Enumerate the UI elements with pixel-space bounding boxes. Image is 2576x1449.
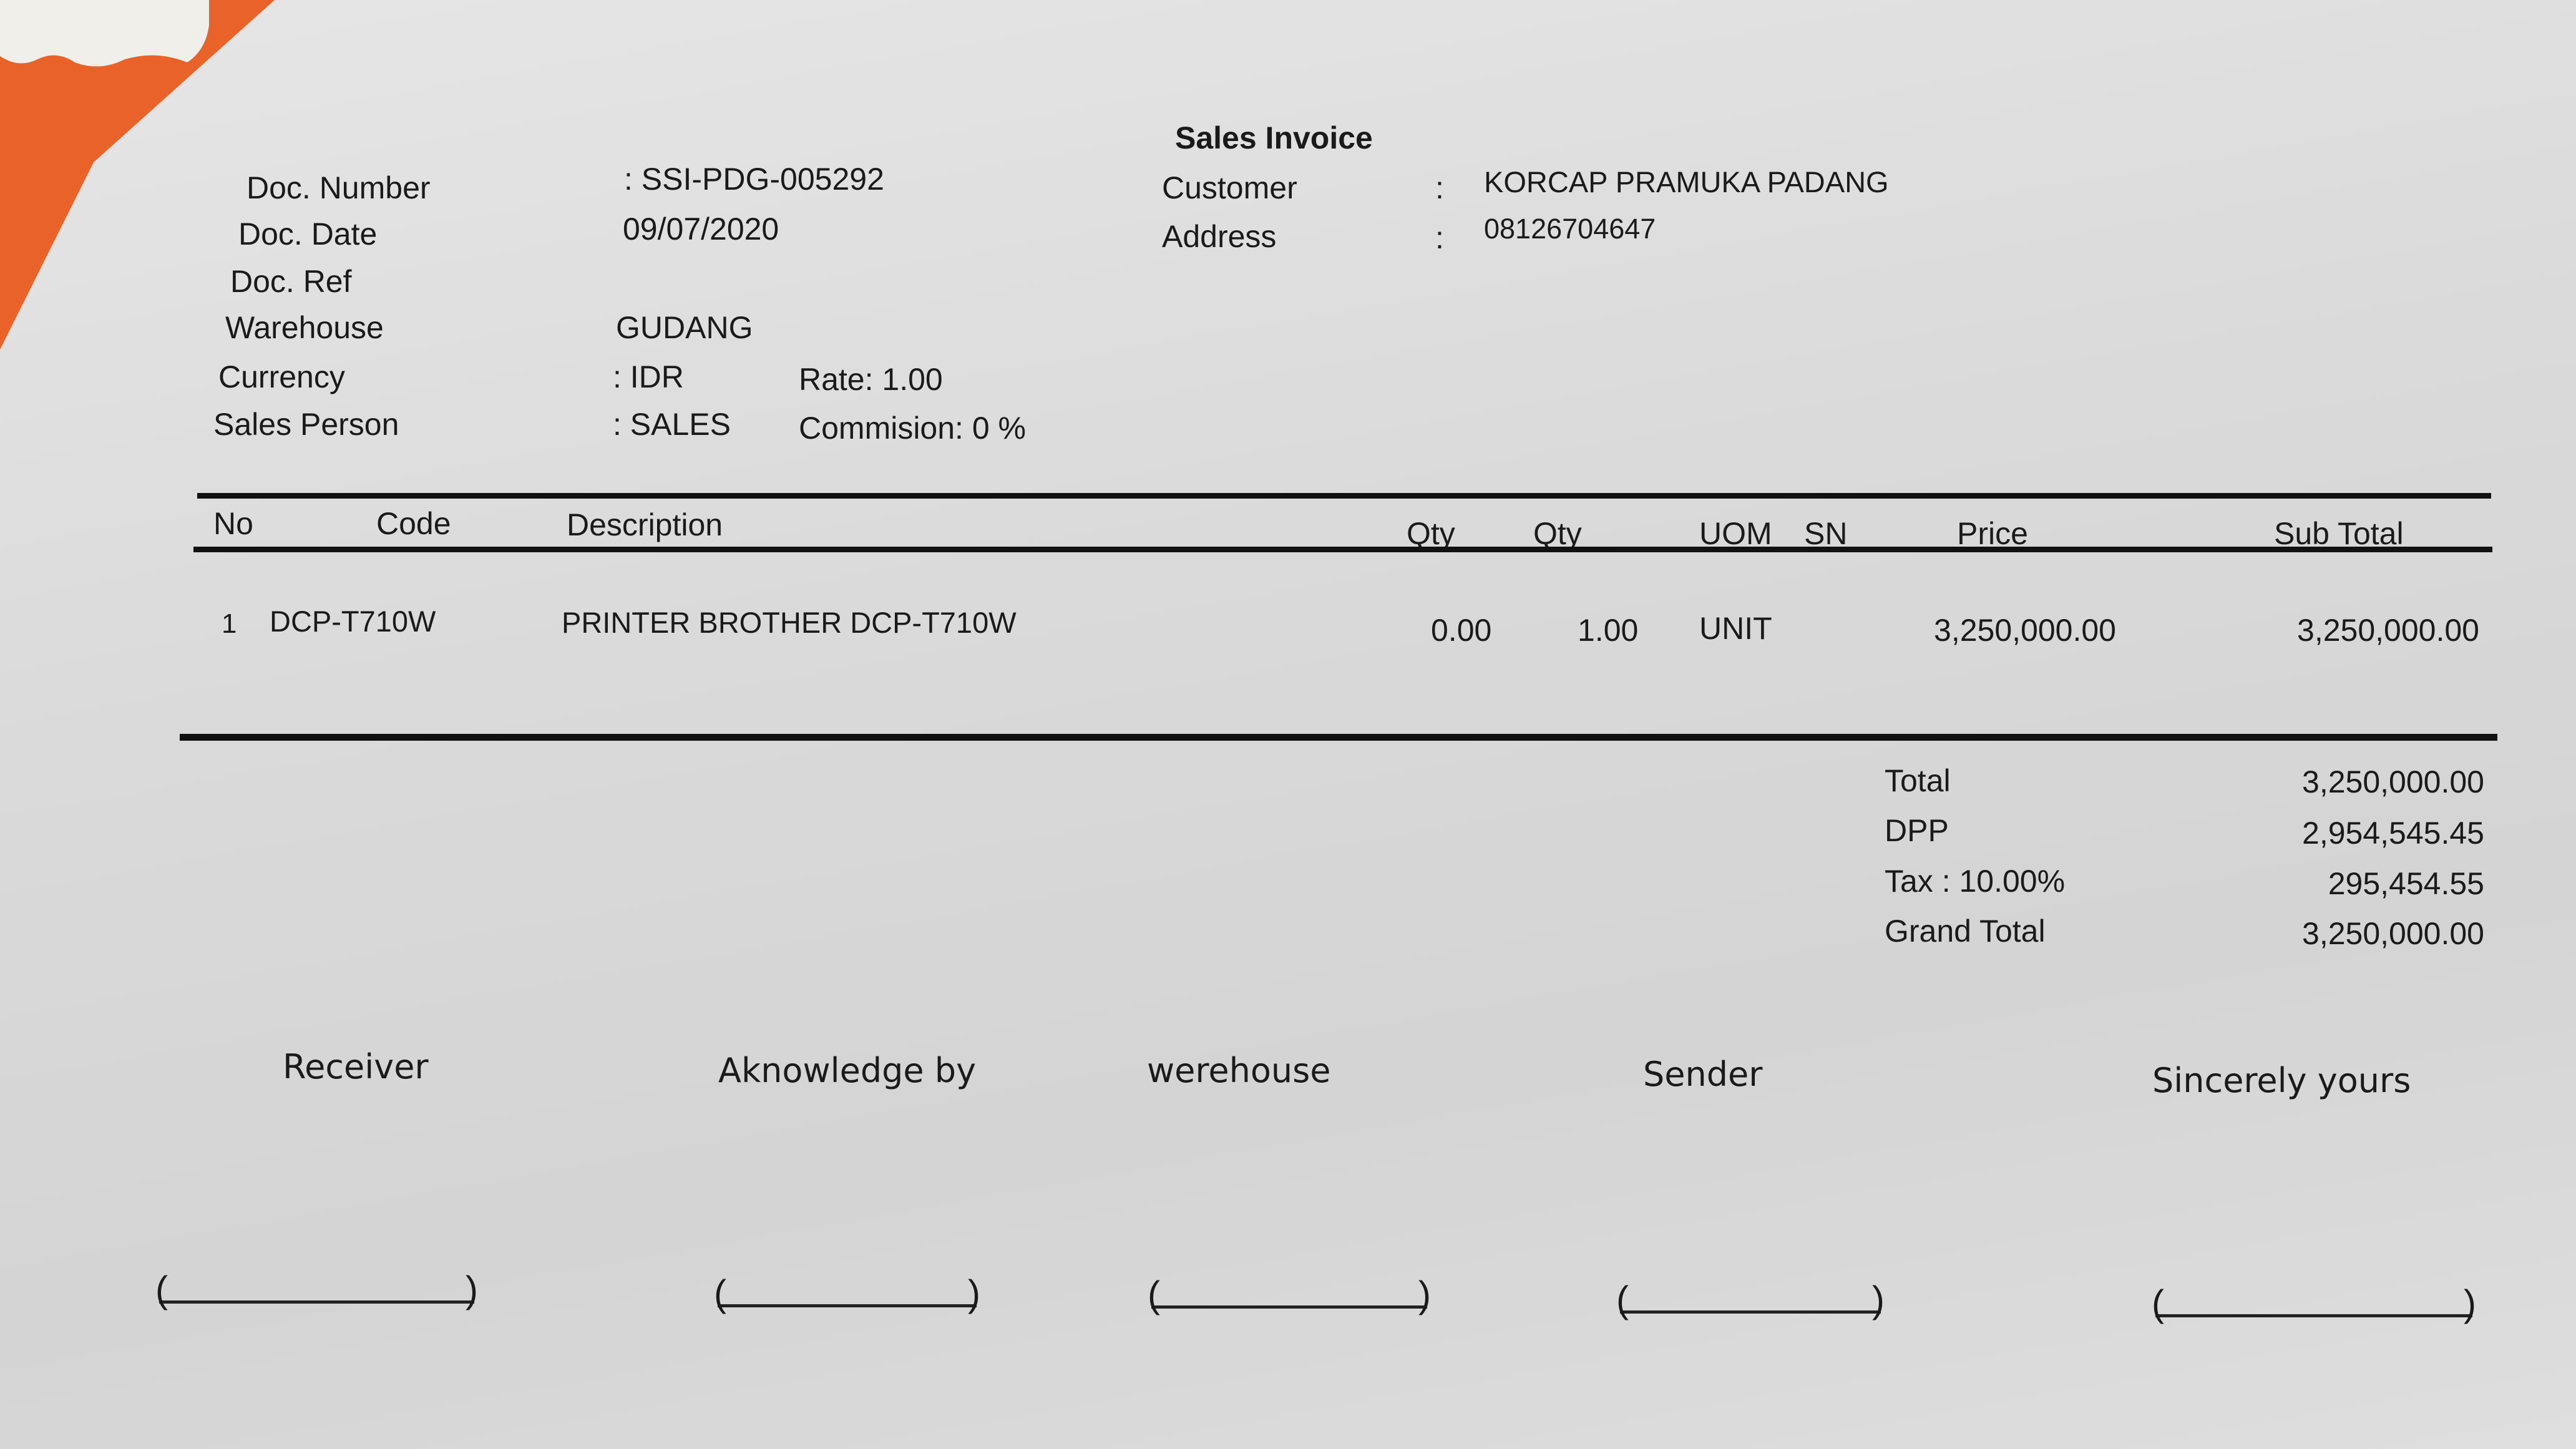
column-header-no: No xyxy=(213,506,253,541)
signature-line-sincerely xyxy=(2152,1282,2476,1325)
signature-line-warehouse xyxy=(1148,1273,1431,1316)
orange-folder-corner xyxy=(0,0,275,349)
row-subtotal: 3,250,000.00 xyxy=(2297,613,2479,648)
doc-date-value: 09/07/2020 xyxy=(623,212,779,246)
signature-line-sender xyxy=(1616,1278,1885,1321)
row-qty-2: 1.00 xyxy=(1578,613,1639,648)
signature-line-acknowledge xyxy=(714,1272,980,1315)
column-header-uom: UOM xyxy=(1699,516,1772,551)
sales-person-label: Sales Person xyxy=(213,407,399,442)
row-description: PRINTER BROTHER DCP-T710W xyxy=(562,606,1017,639)
table-header-rule xyxy=(193,547,2492,552)
address-label: Address xyxy=(1162,219,1277,254)
grand-total-value: 3,250,000.00 xyxy=(2302,916,2484,951)
row-qty: 0.00 xyxy=(1431,613,1492,648)
currency-value: : IDR xyxy=(613,359,684,394)
tax-value: 295,454.55 xyxy=(2328,866,2484,901)
total-label: Total xyxy=(1885,763,1951,798)
row-price: 3,250,000.00 xyxy=(1934,613,2116,648)
warehouse-value: GUDANG xyxy=(616,310,753,345)
row-code: DCP-T710W xyxy=(270,605,436,638)
doc-number-label: Doc. Number xyxy=(246,170,431,205)
table-top-rule xyxy=(197,493,2491,499)
row-no: 1 xyxy=(222,608,237,639)
signature-line-receiver xyxy=(155,1268,478,1311)
customer-label: Customer xyxy=(1162,170,1297,205)
doc-number-value: : SSI-PDG-005292 xyxy=(624,162,884,197)
currency-label: Currency xyxy=(218,359,345,394)
tax-label: Tax : 10.00% xyxy=(1885,864,2066,899)
address-value: 08126704647 xyxy=(1484,213,1656,245)
signature-label-acknowledge: Aknowledge by xyxy=(718,1051,977,1090)
total-value: 3,250,000.00 xyxy=(2302,764,2484,799)
dpp-value: 2,954,545.45 xyxy=(2302,816,2484,851)
rate-value: Rate: 1.00 xyxy=(799,362,943,397)
column-header-subtotal: Sub Total xyxy=(2274,516,2404,551)
column-header-qty: Qty xyxy=(1407,516,1455,551)
signature-label-sincerely: Sincerely yours xyxy=(2152,1061,2411,1100)
doc-date-label: Doc. Date xyxy=(238,217,378,251)
column-header-description: Description xyxy=(567,507,723,542)
table-bottom-rule xyxy=(180,734,2497,741)
column-header-code: Code xyxy=(376,506,451,541)
warehouse-label: Warehouse xyxy=(225,310,384,345)
signature-label-sender: Sender xyxy=(1643,1055,1763,1094)
address-colon: : xyxy=(1435,220,1444,255)
column-header-qty-2: Qty xyxy=(1533,516,1582,551)
column-header-sn: SN xyxy=(1804,516,1848,551)
row-uom: UNIT xyxy=(1699,611,1772,646)
commission-value: Commision: 0 % xyxy=(799,411,1026,446)
doc-ref-label: Doc. Ref xyxy=(230,264,352,299)
signature-label-receiver: Receiver xyxy=(283,1047,429,1086)
document-title: Sales Invoice xyxy=(1175,120,1373,155)
dpp-label: DPP xyxy=(1885,813,1949,848)
customer-colon: : xyxy=(1435,170,1444,205)
customer-value: KORCAP PRAMUKA PADANG xyxy=(1484,165,1889,198)
sales-person-value: : SALES xyxy=(613,407,731,442)
signature-label-warehouse: werehouse xyxy=(1147,1051,1331,1090)
grand-total-label: Grand Total xyxy=(1885,914,2046,949)
column-header-price: Price xyxy=(1957,516,2028,551)
